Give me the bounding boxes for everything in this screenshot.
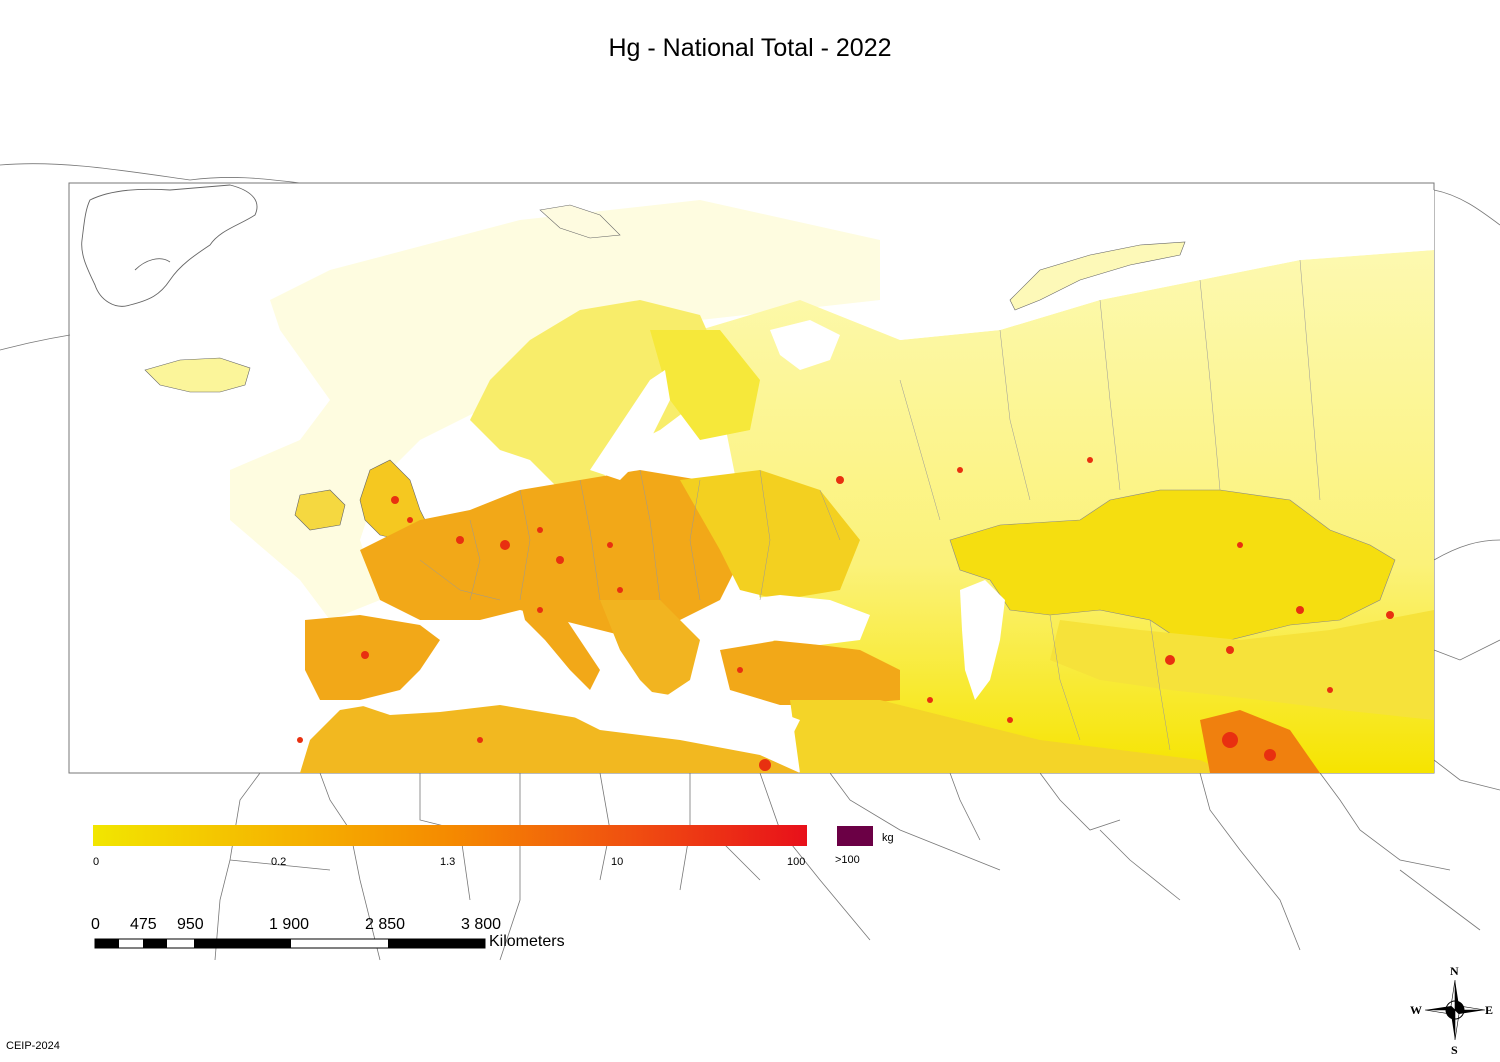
land-iberia xyxy=(305,615,440,700)
land-finland xyxy=(650,330,760,440)
map-title: Hg - National Total - 2022 xyxy=(608,34,892,62)
country-borders xyxy=(419,259,1321,751)
legend-tick-label: 0.2 xyxy=(271,856,287,868)
credit-label: CEIP-2024 xyxy=(6,1040,60,1052)
scale-bar xyxy=(94,938,486,949)
compass-rose xyxy=(1424,979,1486,1041)
scale-tick-label: 2 850 xyxy=(365,916,406,933)
svalbard xyxy=(539,204,621,239)
white-sea xyxy=(770,320,840,370)
land-italy xyxy=(520,600,600,690)
scale-tick-label: 0 xyxy=(91,916,100,933)
scale-tick-label: 950 xyxy=(177,916,204,933)
greenland-outline xyxy=(81,184,258,307)
compass-north: N xyxy=(1450,964,1459,978)
emission-hotspots xyxy=(297,457,1394,771)
land-north-africa xyxy=(300,700,800,773)
scale-unit: Kilometers xyxy=(489,933,565,950)
scale-tick-label: 475 xyxy=(130,916,157,933)
legend-tick-label: 10 xyxy=(611,856,624,868)
caspian-sea xyxy=(960,580,1005,700)
compass-west: W xyxy=(1410,1003,1422,1017)
land-central-asia xyxy=(1050,610,1434,720)
legend-tick-label: 0 xyxy=(93,856,100,868)
compass-south: S xyxy=(1451,1043,1458,1057)
legend-tick-label: 100 xyxy=(787,856,806,868)
land-eastern-europe xyxy=(680,470,860,600)
land-iceland xyxy=(144,357,251,393)
mediterranean-sea xyxy=(360,660,800,745)
land-kazakhstan xyxy=(949,489,1396,641)
novaya-zemlya xyxy=(1009,241,1186,311)
baltic-sea xyxy=(590,370,670,480)
land-turkey xyxy=(720,640,900,705)
ship-lanes-north-atlantic xyxy=(230,200,880,620)
legend-unit: kg xyxy=(882,832,894,844)
land-middle-east xyxy=(790,700,1230,773)
emission-layer xyxy=(144,190,1434,773)
land-europe-core xyxy=(360,470,740,640)
scale-tick-label: 3 800 xyxy=(461,916,502,933)
legend-tick-label: 1.3 xyxy=(440,856,456,868)
legend-overflow-label: >100 xyxy=(835,854,860,866)
legend-overflow-swatch xyxy=(837,826,873,846)
compass-east: E xyxy=(1485,1003,1494,1017)
black-sea xyxy=(740,595,870,645)
land-south-asia xyxy=(1200,710,1320,773)
land-balkans xyxy=(600,600,700,700)
scale-tick-label: 1 900 xyxy=(269,916,310,933)
land-ireland xyxy=(294,489,346,531)
legend-color-bar xyxy=(93,825,807,846)
